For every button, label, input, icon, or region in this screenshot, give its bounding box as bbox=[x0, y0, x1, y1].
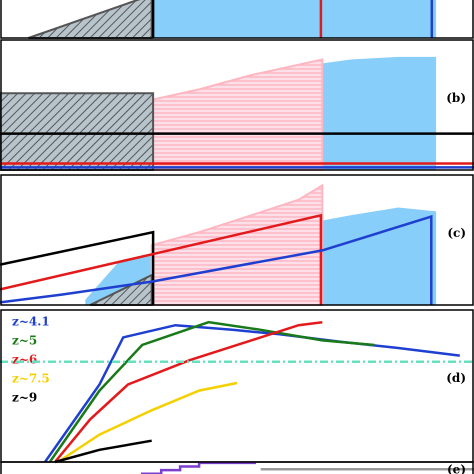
legend-entry: z~6 bbox=[12, 353, 37, 367]
panel-label: (d) bbox=[446, 371, 466, 385]
panel-label: (b) bbox=[446, 91, 466, 105]
panel-frame bbox=[0, 39, 474, 171]
line bbox=[54, 439, 152, 464]
line bbox=[54, 320, 323, 463]
line bbox=[0, 214, 433, 305]
panel-frame bbox=[0, 0, 474, 39]
panel-frame bbox=[0, 461, 474, 474]
panel-frame bbox=[0, 174, 474, 306]
line bbox=[0, 213, 323, 305]
line bbox=[59, 381, 238, 462]
area bbox=[0, 92, 155, 171]
legend-entry: z~9 bbox=[12, 391, 37, 405]
line bbox=[43, 323, 460, 463]
line bbox=[48, 320, 375, 463]
line bbox=[140, 461, 256, 474]
legend-entry: z~4.1 bbox=[12, 315, 50, 329]
panel-label: (e) bbox=[447, 463, 466, 474]
legend-entry: z~5 bbox=[12, 334, 37, 348]
panel-label: (c) bbox=[447, 226, 466, 240]
legend-entry: z~7.5 bbox=[12, 372, 50, 386]
area bbox=[151, 0, 437, 38]
